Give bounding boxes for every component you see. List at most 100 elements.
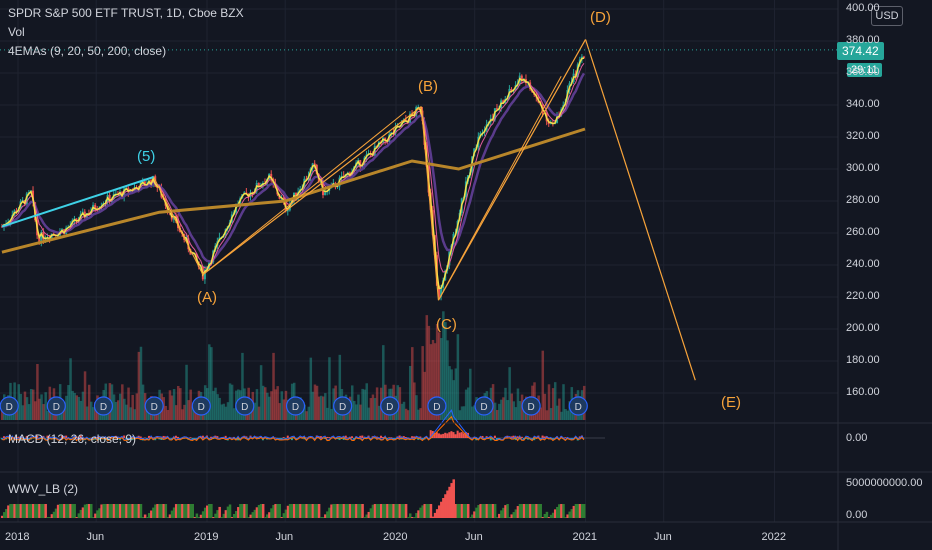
wwv-bar <box>556 506 559 518</box>
macd-legend[interactable]: MACD (12, 26, close, 9) <box>8 432 137 446</box>
macd-histogram-bar <box>177 436 180 438</box>
macd-histogram-bar <box>15 437 18 438</box>
dividend-marker-label: D <box>151 402 158 413</box>
volume-bar <box>164 405 168 420</box>
wwv-bar <box>65 504 68 518</box>
macd-histogram-bar <box>398 435 401 438</box>
wwv-bar <box>139 504 143 518</box>
volume-bar <box>402 401 406 420</box>
macd-histogram-bar <box>319 436 322 438</box>
candle-body <box>520 75 523 82</box>
wwv-bar <box>276 504 279 518</box>
volume-bar <box>168 390 172 420</box>
wwv-bar <box>355 504 358 518</box>
macd-histogram-bar <box>570 438 573 440</box>
wwv-bar <box>299 504 302 518</box>
wwv-bar <box>71 504 74 518</box>
time-tick-label: 2020 <box>383 531 408 543</box>
macd-histogram-bar <box>94 438 97 440</box>
macd-histogram-bar <box>303 438 306 440</box>
volume-bar <box>61 409 64 420</box>
macd-histogram-bar <box>551 438 554 440</box>
wwv-bar <box>203 507 207 518</box>
volume-bar <box>114 401 118 420</box>
volume-bar <box>133 409 137 420</box>
volume-bar <box>450 369 453 420</box>
macd-histogram-bar <box>290 438 293 441</box>
wwv-bar <box>247 517 250 518</box>
macd-histogram-bar <box>429 430 432 438</box>
macd-histogram-bar <box>148 435 151 438</box>
wwv-bar <box>100 504 103 518</box>
macd-histogram-bar <box>61 435 64 438</box>
wwv-bar <box>286 505 290 518</box>
wwv-legend[interactable]: WWV_LB (2) <box>8 482 79 496</box>
wwv-bar <box>562 504 565 518</box>
volume-bar <box>119 393 122 420</box>
volume-legend[interactable]: Vol <box>8 25 25 39</box>
wwv-bar <box>578 504 582 518</box>
wwv-bar <box>212 517 215 518</box>
wwv-bar <box>363 517 366 518</box>
volume-bar <box>162 397 166 420</box>
volume-bar <box>230 384 234 420</box>
wwv-bar <box>40 504 43 518</box>
wwv-bar <box>477 505 480 518</box>
dividend-marker <box>333 396 353 416</box>
volume-bar <box>181 409 184 420</box>
wwv-bar <box>19 504 23 518</box>
wwv-bar <box>48 517 52 518</box>
volume-bar <box>179 388 182 420</box>
wwv-bar <box>524 504 528 518</box>
wwv-bar <box>297 504 300 518</box>
ema-legend[interactable]: 4EMAs (9, 20, 50, 200, close) <box>8 44 167 58</box>
macd-histogram-bar <box>433 433 436 438</box>
wwv-bar <box>543 513 547 518</box>
candle-body <box>249 192 252 198</box>
macd-histogram-bar <box>477 438 480 439</box>
volume-bar <box>135 393 139 420</box>
wwv-bar <box>214 513 217 518</box>
volume-bar <box>216 394 219 420</box>
currency-button[interactable]: USD <box>871 6 903 26</box>
wwv-bar <box>572 505 576 518</box>
macd-histogram-bar <box>162 435 165 438</box>
candle-body <box>384 137 387 141</box>
wwv-bar <box>317 504 321 518</box>
volume-bar <box>464 389 468 420</box>
wwv-bar <box>170 510 174 518</box>
volume-bar <box>127 387 130 420</box>
wwv-bar <box>303 504 306 518</box>
wwv-bar <box>533 504 536 518</box>
wwv-bar <box>29 504 33 518</box>
time-tick-label: Jun <box>275 531 294 543</box>
wwv-bar <box>553 509 557 518</box>
wwv-bar <box>502 507 505 518</box>
elliott-wave-lines[interactable] <box>0 39 838 381</box>
wwv-bar <box>330 504 333 518</box>
wwv-bar <box>239 504 242 518</box>
macd-histogram-bar <box>460 432 463 438</box>
wwv-bar <box>367 511 371 518</box>
wwv-bar <box>274 504 277 518</box>
macd-histogram-bar <box>328 437 331 438</box>
volume-bar <box>276 386 279 420</box>
volume-bar <box>456 334 460 420</box>
volume-bar <box>558 398 561 420</box>
symbol-title[interactable]: SPDR S&P 500 ETF TRUST, 1D, Cboe BZX <box>8 6 244 20</box>
volume-bar <box>141 384 145 420</box>
volume-bar <box>232 408 236 420</box>
wwv-bar <box>245 504 248 518</box>
macd-histogram-bar <box>400 438 403 440</box>
wwv-bar <box>466 504 470 518</box>
wwv-bar <box>206 505 209 518</box>
dividend-marker <box>0 396 19 416</box>
wwv-bar <box>52 511 56 518</box>
volume-bar <box>34 401 37 420</box>
volume-bar <box>398 387 402 420</box>
wwv-bar <box>166 517 170 518</box>
volume-bar <box>79 400 83 420</box>
wwv-bar <box>541 517 545 518</box>
volume-bar <box>187 400 190 420</box>
